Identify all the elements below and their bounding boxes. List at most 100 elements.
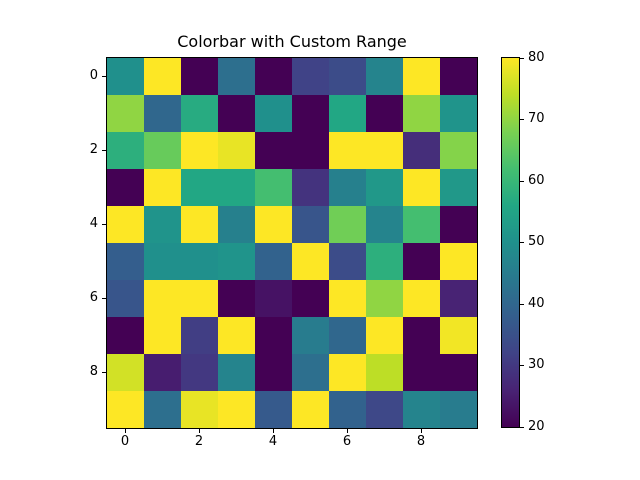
heatmap-cell	[107, 391, 144, 428]
heatmap-cell	[403, 58, 440, 95]
chart-title: Colorbar with Custom Range	[177, 32, 407, 51]
heatmap-cell	[440, 280, 477, 317]
heatmap-cell	[292, 169, 329, 206]
colorbar-tick-label: 50	[528, 234, 545, 249]
colorbar-tick	[519, 242, 524, 243]
heatmap-cell	[440, 95, 477, 132]
heatmap-cell	[403, 243, 440, 280]
heatmap-cell	[403, 280, 440, 317]
heatmap-cell	[440, 169, 477, 206]
heatmap-cell	[366, 317, 403, 354]
heatmap-cell	[366, 95, 403, 132]
heatmap-cell	[107, 280, 144, 317]
heatmap-cell	[403, 354, 440, 391]
heatmap-cell	[329, 132, 366, 169]
heatmap-cell	[181, 206, 218, 243]
y-tick	[102, 224, 107, 225]
colorbar-tick-label: 80	[528, 50, 545, 65]
y-tick	[102, 298, 107, 299]
y-tick-label: 2	[89, 142, 98, 157]
x-tick-label: 6	[342, 434, 352, 449]
y-tick	[102, 372, 107, 373]
heatmap-cell	[329, 391, 366, 428]
heatmap-cell	[218, 206, 255, 243]
heatmap-cell	[440, 58, 477, 95]
heatmap-cell	[329, 243, 366, 280]
heatmap-cell	[181, 391, 218, 428]
heatmap-cell	[255, 169, 292, 206]
heatmap-cell	[329, 58, 366, 95]
colorbar-tick-label: 60	[528, 173, 545, 188]
y-tick-label: 4	[89, 216, 98, 231]
heatmap-cell	[218, 58, 255, 95]
heatmap-cell	[292, 391, 329, 428]
heatmap-cell	[255, 95, 292, 132]
heatmap-cell	[144, 354, 181, 391]
heatmap-cell	[366, 354, 403, 391]
heatmap-cell	[107, 354, 144, 391]
colorbar-tick	[519, 58, 524, 59]
x-tick	[273, 428, 274, 433]
heatmap-cell	[107, 317, 144, 354]
x-tick	[125, 428, 126, 433]
heatmap-cell	[403, 206, 440, 243]
heatmap-cell	[329, 206, 366, 243]
heatmap-cell	[329, 280, 366, 317]
heatmap-cell	[144, 243, 181, 280]
heatmap-cell	[181, 95, 218, 132]
colorbar-tick-label: 20	[528, 419, 545, 434]
heatmap-cell	[329, 169, 366, 206]
heatmap-cell	[255, 132, 292, 169]
heatmap-cell	[329, 317, 366, 354]
colorbar	[501, 57, 520, 428]
heatmap-cell	[440, 391, 477, 428]
heatmap-cell	[329, 95, 366, 132]
heatmap-cell	[255, 280, 292, 317]
heatmap-cell	[107, 206, 144, 243]
x-tick	[347, 428, 348, 433]
heatmap-cell	[403, 95, 440, 132]
y-tick-label: 0	[89, 68, 98, 83]
heatmap-cell	[181, 58, 218, 95]
colorbar-tick-label: 70	[528, 111, 545, 126]
heatmap-cell	[292, 243, 329, 280]
heatmap-cell	[218, 317, 255, 354]
y-tick-label: 6	[89, 290, 98, 305]
heatmap-cell	[144, 58, 181, 95]
heatmap-cell	[181, 169, 218, 206]
heatmap-cell	[403, 391, 440, 428]
heatmap-cell	[292, 58, 329, 95]
y-tick	[102, 150, 107, 151]
heatmap-cell	[440, 132, 477, 169]
heatmap-cell	[255, 206, 292, 243]
heatmap-cell	[144, 391, 181, 428]
heatmap-cell	[218, 132, 255, 169]
x-tick-label: 0	[120, 434, 130, 449]
heatmap-cell	[366, 58, 403, 95]
heatmap-cell	[144, 280, 181, 317]
heatmap-cell	[292, 206, 329, 243]
heatmap-cell	[218, 95, 255, 132]
heatmap-cell	[366, 280, 403, 317]
heatmap-cell	[218, 391, 255, 428]
heatmap-cell	[255, 317, 292, 354]
heatmap-cell	[255, 58, 292, 95]
heatmap-cell	[292, 354, 329, 391]
heatmap-cell	[144, 169, 181, 206]
heatmap-cell	[366, 169, 403, 206]
heatmap-cell	[107, 132, 144, 169]
heatmap-cell	[144, 206, 181, 243]
colorbar-tick	[519, 119, 524, 120]
heatmap-cell	[255, 391, 292, 428]
heatmap-cell	[218, 243, 255, 280]
y-tick	[102, 76, 107, 77]
colorbar-tick-label: 40	[528, 296, 545, 311]
colorbar-tick	[519, 427, 524, 428]
heatmap-cell	[218, 169, 255, 206]
x-tick-label: 2	[194, 434, 204, 449]
heatmap-cell	[292, 280, 329, 317]
heatmap-plot-area	[106, 57, 478, 429]
heatmap-cell	[107, 58, 144, 95]
heatmap-cell	[292, 317, 329, 354]
heatmap-cell	[255, 354, 292, 391]
